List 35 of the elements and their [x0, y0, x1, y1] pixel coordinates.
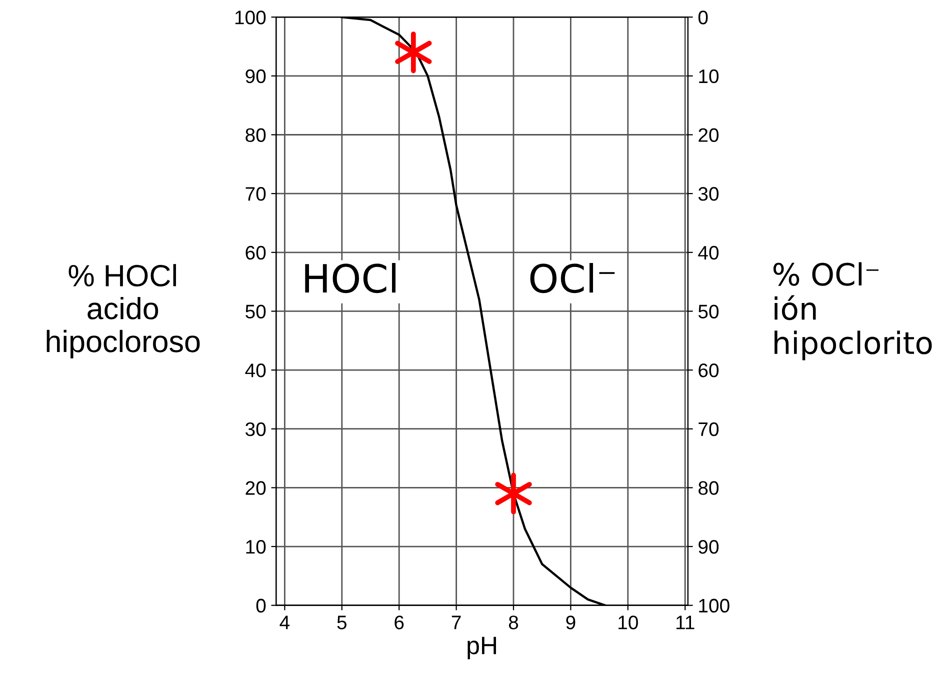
x-tick-label: 5 [337, 616, 346, 630]
y-axis-title: % HOCl acido hipocloroso [46, 264, 200, 358]
y-tick-label: 100 [235, 10, 266, 24]
x-tick-label: 11 [676, 616, 694, 630]
y-tick-label: 90 [246, 69, 266, 84]
y-tick-label: 0 [256, 598, 266, 613]
x-tick-label: 8 [508, 616, 518, 630]
y2-tick-label: 60 [698, 364, 719, 378]
x-tick-label: 6 [394, 616, 404, 630]
y2-tick-label: 40 [698, 246, 719, 260]
x-tick-label: 7 [452, 616, 461, 630]
y2-tick-label: 10 [699, 69, 719, 84]
y2-tick-label: 30 [698, 187, 719, 201]
y-tick-label: 50 [246, 304, 266, 318]
y-tick-label: 40 [245, 364, 266, 378]
annotation: OCl⁻ [530, 262, 615, 294]
x-tick-label: 9 [566, 616, 576, 630]
y2-tick-label: 90 [698, 540, 719, 554]
y2-tick-label: 20 [698, 128, 719, 142]
x-tick-label: 10 [618, 616, 638, 630]
y-tick-label: 60 [246, 246, 266, 260]
y2-tick-label: 80 [698, 481, 719, 495]
y2-axis-title: % OCl⁻ ión hipoclorito [773, 262, 932, 360]
y-tick-label: 30 [246, 422, 266, 436]
x-tick-label: 4 [280, 616, 290, 630]
y2-tick-label: 0 [698, 10, 708, 24]
y2-tick-label: 100 [699, 598, 730, 613]
annotation: HOCl [305, 262, 396, 294]
y-tick-label: 10 [246, 540, 266, 554]
y-tick-label: 70 [246, 187, 266, 201]
y-tick-label: 80 [246, 128, 266, 142]
y2-tick-label: 50 [698, 304, 719, 318]
y2-tick-label: 70 [698, 422, 719, 436]
y-tick-label: 20 [246, 481, 266, 495]
x-axis-title: pH [468, 636, 496, 660]
